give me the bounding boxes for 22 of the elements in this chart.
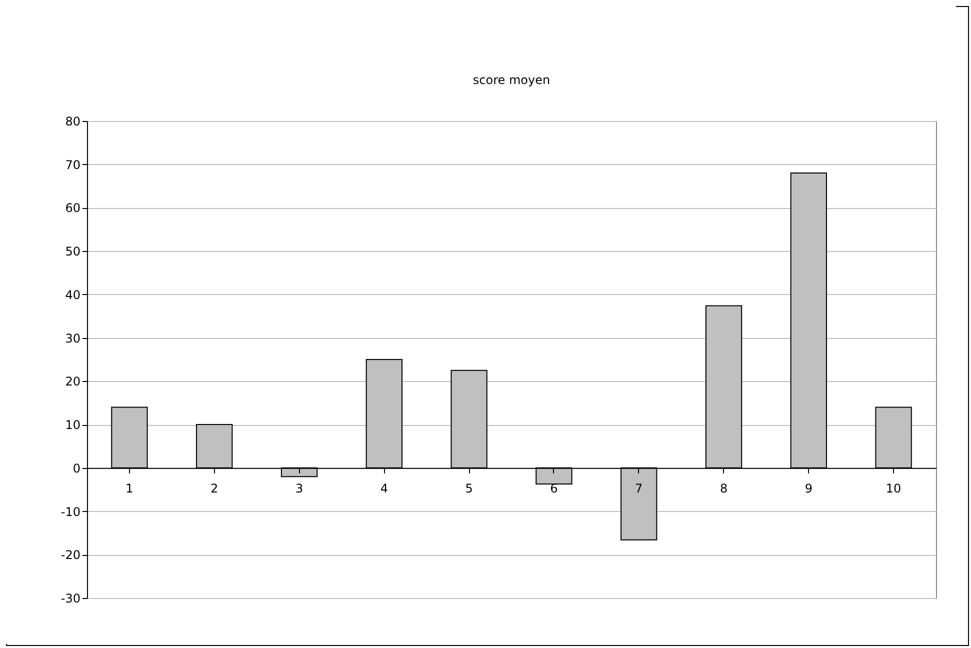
x-tick-label: 9 [804, 481, 812, 496]
y-tick-label: -10 [60, 504, 80, 519]
y-tick-label: 30 [65, 331, 80, 346]
x-tick-label: 2 [210, 481, 218, 496]
x-tick-label: 4 [380, 481, 388, 496]
y-tick-label: 0 [72, 461, 80, 476]
x-tick-label: 3 [295, 481, 304, 496]
x-tick-label: 5 [465, 481, 473, 496]
y-tick-label: 60 [65, 201, 80, 216]
y-tick-label: 80 [65, 114, 80, 128]
x-tick-label: 1 [126, 481, 134, 496]
y-tick-label: -20 [60, 548, 80, 562]
x-tick-label: 10 [886, 481, 902, 496]
y-tick-label: 20 [65, 374, 80, 389]
y-tick-label: -30 [60, 592, 80, 606]
x-tick-label: 7 [635, 481, 643, 496]
y-tick-label: 40 [65, 288, 80, 302]
y-tick-label: 50 [65, 244, 80, 259]
chart-title: score moyen [472, 73, 550, 87]
y-tick-label: 70 [65, 158, 80, 172]
y-tick-label: 10 [65, 418, 80, 432]
x-tick-label: 8 [720, 481, 728, 496]
